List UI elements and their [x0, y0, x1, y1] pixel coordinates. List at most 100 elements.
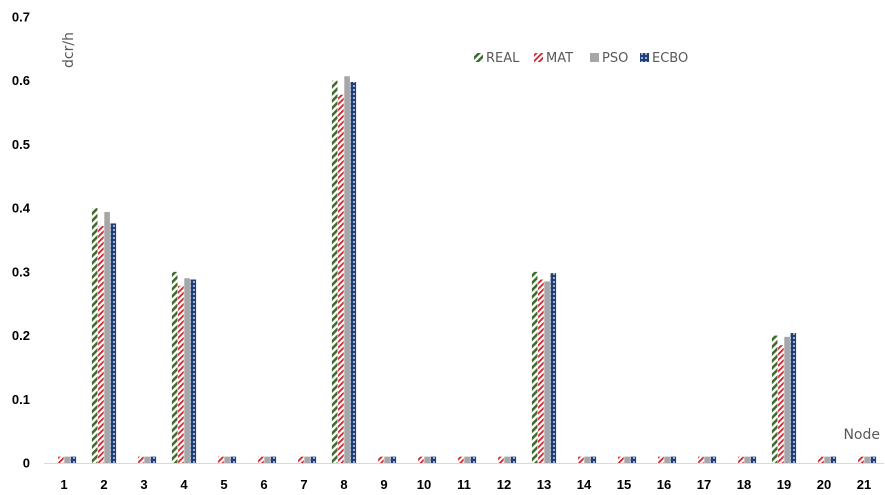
x-tick-label: 14 [577, 477, 592, 492]
bar-pso-node-16 [664, 456, 670, 463]
x-tick-label: 13 [537, 477, 551, 492]
bar-mat-node-16 [658, 456, 664, 463]
bar-pso-node-10 [424, 456, 430, 463]
legend-label-real: REAL [486, 51, 520, 66]
bar-mat-node-20 [818, 456, 824, 463]
x-tick-label: 10 [417, 477, 431, 492]
bar-mat-node-15 [618, 456, 624, 463]
bar-mat-node-5 [218, 456, 224, 463]
y-axis-title: dcr/h [61, 32, 77, 68]
bar-ecbo-node-1 [70, 456, 77, 463]
bar-mat-node-13 [538, 279, 544, 463]
bar-pso-node-1 [64, 456, 70, 463]
bar-real-node-19 [771, 335, 778, 463]
bar-ecbo-node-12 [510, 456, 517, 463]
bar-pso-node-3 [144, 456, 150, 463]
bar-ecbo-node-17 [710, 456, 717, 463]
bar-mat-node-2 [98, 225, 104, 463]
bar-mat-node-12 [498, 456, 504, 463]
x-tick-label: 16 [657, 477, 671, 492]
bar-mat-node-9 [378, 456, 384, 463]
bar-mat-node-11 [458, 456, 464, 463]
bar-pso-node-13 [544, 281, 550, 463]
bar-pso-node-18 [744, 456, 750, 463]
bar-mat-node-21 [858, 456, 864, 463]
x-tick-label: 19 [777, 477, 791, 492]
bar-ecbo-node-18 [750, 456, 757, 463]
bar-ecbo-node-5 [230, 456, 237, 463]
bar-real-node-8 [331, 80, 338, 464]
bar-ecbo-node-14 [590, 456, 597, 463]
x-tick-label: 8 [340, 477, 347, 492]
bar-ecbo-node-21 [870, 456, 877, 463]
x-axis-ticks: 1 2 3 4 5 6 7 8 9 10 11 12 13 14 15 16 17 18 19 20 21 [60, 477, 871, 492]
bar-mat-node-18 [738, 456, 744, 463]
y-tick-label: 0 [23, 456, 30, 471]
legend-label-pso: PSO [602, 51, 628, 66]
bar-pso-node-7 [304, 456, 310, 463]
bars-layer [58, 76, 877, 464]
bar-ecbo-node-16 [670, 456, 677, 463]
bar-pso-node-21 [864, 456, 870, 463]
bar-pso-node-2 [104, 211, 110, 463]
bar-ecbo-node-13 [550, 273, 557, 463]
bar-pso-node-19 [784, 336, 790, 463]
bar-pso-node-5 [224, 456, 230, 463]
bar-real-node-2 [91, 208, 98, 463]
bar-mat-node-19 [778, 345, 784, 463]
x-tick-label: 18 [737, 477, 751, 492]
x-tick-label: 11 [457, 477, 471, 492]
bar-pso-node-6 [264, 456, 270, 463]
bar-mat-node-3 [138, 456, 144, 463]
legend-label-mat: MAT [546, 51, 573, 66]
bar-mat-node-6 [258, 456, 264, 463]
y-tick-label: 0.7 [12, 10, 30, 25]
legend-label-ecbo: ECBO [652, 51, 688, 66]
y-axis-ticks: 0 0.1 0.2 0.3 0.4 0.5 0.6 0.7 [12, 10, 31, 471]
bar-pso-node-15 [624, 456, 630, 463]
bar-mat-node-14 [578, 456, 584, 463]
bar-pso-node-20 [824, 456, 830, 463]
bar-mat-node-17 [698, 456, 704, 463]
bar-ecbo-node-15 [630, 456, 637, 463]
x-tick-label: 12 [497, 477, 511, 492]
legend-swatch-pso [590, 53, 599, 62]
y-tick-label: 0.4 [12, 201, 31, 216]
y-tick-label: 0.6 [12, 73, 30, 88]
x-axis-title: Node [843, 427, 880, 443]
bar-ecbo-node-9 [390, 456, 397, 463]
x-tick-label: 4 [180, 477, 188, 492]
bar-mat-node-8 [338, 94, 344, 463]
bar-mat-node-4 [178, 285, 184, 463]
bar-ecbo-node-4 [190, 279, 197, 463]
bar-pso-node-11 [464, 456, 470, 463]
x-tick-label: 2 [100, 477, 107, 492]
x-tick-label: 7 [300, 477, 307, 492]
legend: REAL MAT PSO ECBO [474, 51, 688, 66]
x-tick-label: 6 [260, 477, 267, 492]
x-tick-label: 20 [817, 477, 831, 492]
x-tick-label: 9 [380, 477, 387, 492]
legend-swatch-ecbo [640, 53, 649, 62]
x-tick-label: 17 [697, 477, 711, 492]
bar-pso-node-12 [504, 456, 510, 463]
bar-mat-node-10 [418, 456, 424, 463]
x-tick-label: 15 [617, 477, 631, 492]
bar-ecbo-node-20 [830, 456, 837, 463]
bar-ecbo-node-19 [790, 333, 797, 463]
x-tick-label: 5 [220, 477, 227, 492]
bar-pso-node-14 [584, 456, 590, 463]
bar-pso-node-8 [344, 76, 350, 463]
bar-ecbo-node-3 [150, 456, 157, 463]
y-tick-label: 0.1 [12, 392, 30, 407]
bar-mat-node-7 [298, 456, 304, 463]
bar-pso-node-4 [184, 278, 190, 463]
legend-swatch-real [474, 53, 483, 62]
bar-ecbo-node-11 [470, 456, 477, 463]
y-tick-label: 0.3 [12, 264, 30, 279]
bar-pso-node-9 [384, 456, 390, 463]
bar-ecbo-node-6 [270, 456, 277, 463]
x-tick-label: 21 [857, 477, 871, 492]
x-tick-label: 1 [60, 477, 67, 492]
